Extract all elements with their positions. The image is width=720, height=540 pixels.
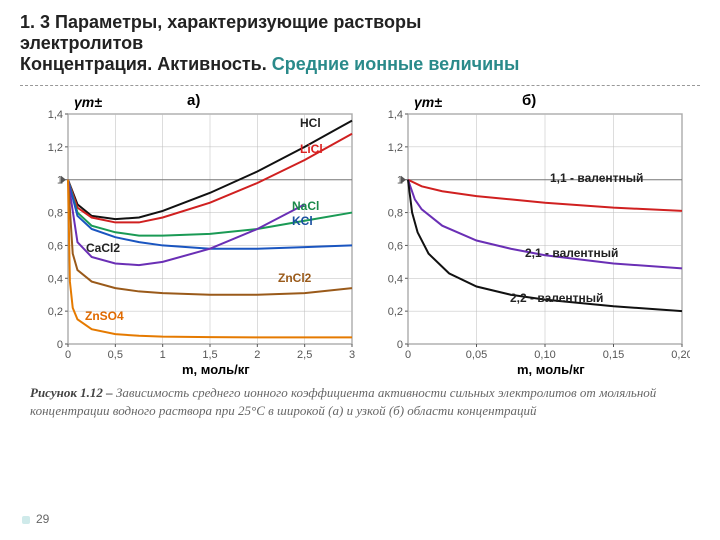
chart-b: 00,20,40,60,811,21,400,050,100,150,20γm±… [370,96,690,376]
title-plain: Концентрация. Активность. [20,54,272,74]
title-accent: Средние ионные величины [272,54,520,74]
svg-text:2,5: 2,5 [297,349,312,361]
svg-text:0: 0 [405,349,411,361]
slide-bullet-icon [22,516,30,524]
series-label-zncl2: ZnCl2 [278,271,311,285]
svg-text:3: 3 [349,349,355,361]
panel-letter: а) [187,92,200,109]
svg-text:0,2: 0,2 [388,306,403,318]
series-label-znso4: ZnSO4 [85,309,124,323]
series-label-cacl2: CaCl2 [86,241,120,255]
section-header: 1. 3 Параметры, характеризующие растворы… [0,0,720,83]
svg-text:1,2: 1,2 [48,142,63,154]
series-label-hcl: HCl [300,116,321,130]
title-line-3: Концентрация. Активность. Средние ионные… [20,54,700,75]
series-label-nacl: NaCl [292,199,319,213]
chart-a: 00,20,40,60,811,21,400,511,522,53γm±а)m,… [30,96,360,376]
series-label-2-1---валентный: 2,1 - валентный [525,246,618,260]
figure-number: Рисунок 1.12 – [30,385,116,400]
svg-text:0,10: 0,10 [534,349,555,361]
panel-letter: б) [522,92,536,109]
series-label-licl: LiCl [300,142,323,156]
series-label-1-1---валентный: 1,1 - валентный [550,171,643,185]
svg-text:0,4: 0,4 [48,273,63,285]
svg-text:0,6: 0,6 [388,240,403,252]
axis-x-label: m, моль/кг [517,362,585,377]
svg-text:2: 2 [254,349,260,361]
axis-y-label: γm± [414,94,442,110]
svg-text:0: 0 [65,349,71,361]
svg-text:0,8: 0,8 [48,208,63,220]
axis-y-label: γm± [74,94,102,110]
svg-text:1,5: 1,5 [202,349,217,361]
svg-text:1,4: 1,4 [388,109,403,121]
svg-text:0,2: 0,2 [48,306,63,318]
svg-text:0,5: 0,5 [108,349,123,361]
svg-text:1,2: 1,2 [388,142,403,154]
svg-text:0,6: 0,6 [48,240,63,252]
axis-x-label: m, моль/кг [182,362,250,377]
svg-text:1: 1 [160,349,166,361]
svg-text:0,15: 0,15 [603,349,624,361]
svg-text:0: 0 [57,339,63,351]
charts-wrap: 00,20,40,60,811,21,400,511,522,53γm±а)m,… [0,96,720,376]
series-label-kcl: KCl [292,214,313,228]
figure-caption: Рисунок 1.12 – Зависимость среднего ионн… [0,376,720,427]
divider [20,85,700,86]
series-label-2-2---валентный: 2,2 - валентный [510,291,603,305]
caption-text: Зависимость среднего ионного коэффициент… [30,385,656,418]
svg-text:0,05: 0,05 [466,349,487,361]
page-number: 29 [36,512,49,526]
title-line-1: 1. 3 Параметры, характеризующие растворы [20,12,700,33]
svg-text:0: 0 [397,339,403,351]
svg-text:0,4: 0,4 [388,273,403,285]
svg-text:0,8: 0,8 [388,208,403,220]
svg-text:0,20: 0,20 [671,349,690,361]
title-line-2: электролитов [20,33,700,54]
svg-text:1,4: 1,4 [48,109,63,121]
